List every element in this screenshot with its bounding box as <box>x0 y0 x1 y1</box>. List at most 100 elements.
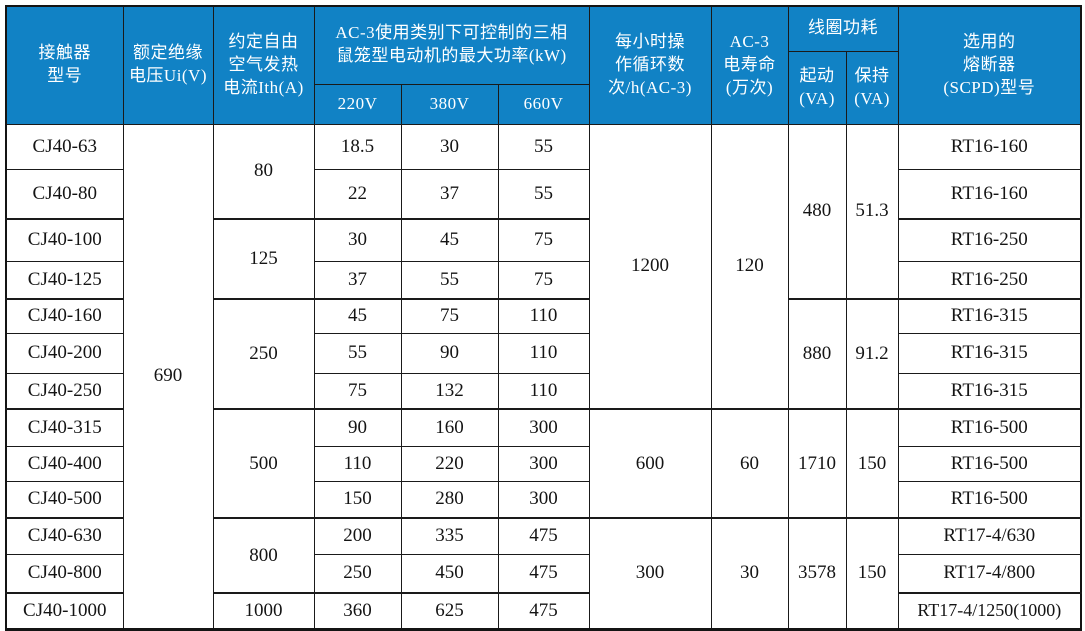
header-coil-start-va: 起动 (VA) <box>787 50 847 125</box>
cell-model: CJ40-250 <box>5 372 124 410</box>
table-row: CJ40-400 110 220 300 RT16-500 <box>5 445 1082 482</box>
table-row: CJ40-800 250 450 475 RT17-4/800 <box>5 553 1082 594</box>
cell-power-220: 110 <box>313 445 402 482</box>
cell-fuse: RT16-500 <box>897 408 1082 447</box>
cell-power-660: 475 <box>497 592 590 630</box>
cell-fuse: RT16-315 <box>897 372 1082 410</box>
cell-coil-hold: 91.2 <box>845 298 899 410</box>
table-row: CJ40-315 500 90 160 300 600 60 1710 150 … <box>5 408 1082 519</box>
cell-model: CJ40-63 <box>5 123 124 170</box>
cell-power-380: 30 <box>400 123 499 170</box>
cell-power-660: 300 <box>497 480 590 519</box>
cell-cycles: 1200 <box>588 123 712 410</box>
header-ac3-power-group: AC-3使用类别下可控制的三相 鼠笼型电动机的最大功率(kW) <box>313 5 590 85</box>
cell-power-220: 90 <box>313 408 402 447</box>
header-fuse-type: 选用的 熔断器 (SCPD)型号 <box>897 5 1082 125</box>
cell-power-380: 220 <box>400 445 499 482</box>
cell-power-220: 37 <box>313 260 402 300</box>
cell-power-380: 45 <box>400 218 499 262</box>
table-row: CJ40-250 75 132 110 RT16-315 <box>5 372 1082 410</box>
cell-power-220: 360 <box>313 592 402 630</box>
cell-power-220: 18.5 <box>313 123 402 170</box>
cell-rated-voltage: 690 <box>122 123 214 630</box>
cell-cycles: 600 <box>588 408 712 519</box>
cell-power-660: 475 <box>497 517 590 555</box>
cell-power-220: 150 <box>313 480 402 519</box>
cell-coil-start: 3578 <box>787 517 847 630</box>
cell-life: 30 <box>710 517 789 630</box>
cell-fuse: RT16-250 <box>897 218 1082 262</box>
cell-thermal-current: 80 <box>212 123 315 220</box>
cell-model: CJ40-160 <box>5 298 124 334</box>
table-row: CJ40-160 250 45 75 110 880 91.2 RT16-315 <box>5 298 1082 410</box>
cell-power-660: 55 <box>497 123 590 170</box>
cell-life: 60 <box>710 408 789 519</box>
cell-model: CJ40-630 <box>5 517 124 555</box>
cell-model: CJ40-315 <box>5 408 124 447</box>
cell-power-220: 30 <box>313 218 402 262</box>
table-row: CJ40-80 22 37 55 RT16-160 <box>5 168 1082 220</box>
cell-model: CJ40-100 <box>5 218 124 262</box>
table-row: CJ40-1000 1000 360 625 475 RT17-4/1250(1… <box>5 592 1082 630</box>
cell-power-220: 75 <box>313 372 402 410</box>
cell-fuse: RT16-160 <box>897 123 1082 170</box>
cell-life: 120 <box>710 123 789 410</box>
cell-power-380: 75 <box>400 298 499 334</box>
cell-coil-hold: 150 <box>845 408 899 519</box>
cell-model: CJ40-200 <box>5 332 124 374</box>
cell-power-380: 132 <box>400 372 499 410</box>
cell-thermal-current: 125 <box>212 218 315 300</box>
header-cycles-per-hour: 每小时操 作循环数 次/h(AC-3) <box>588 5 712 125</box>
cell-power-660: 475 <box>497 553 590 594</box>
header-ac3-life: AC-3 电寿命 (万次) <box>710 5 789 125</box>
cell-power-380: 37 <box>400 168 499 220</box>
table-row: CJ40-500 150 280 300 RT16-500 <box>5 480 1082 519</box>
table-row: CJ40-200 55 90 110 RT16-315 <box>5 332 1082 374</box>
header-coil-power-group: 线圈功耗 <box>787 5 899 52</box>
cell-power-220: 200 <box>313 517 402 555</box>
table-body: CJ40-63 690 80 18.5 30 55 1200 120 480 5… <box>5 123 1082 630</box>
cell-power-380: 55 <box>400 260 499 300</box>
header-rated-voltage: 额定绝缘 电压Ui(V) <box>122 5 214 125</box>
cell-power-220: 55 <box>313 332 402 374</box>
cell-power-660: 110 <box>497 298 590 334</box>
cell-power-220: 250 <box>313 553 402 594</box>
cell-power-380: 625 <box>400 592 499 630</box>
cell-cycles: 300 <box>588 517 712 630</box>
cell-fuse: RT17-4/630 <box>897 517 1082 555</box>
cell-fuse: RT16-315 <box>897 332 1082 374</box>
cell-power-660: 300 <box>497 445 590 482</box>
cell-thermal-current: 1000 <box>212 592 315 630</box>
cell-fuse: RT17-4/800 <box>897 553 1082 594</box>
cell-power-660: 110 <box>497 332 590 374</box>
cell-fuse: RT16-500 <box>897 480 1082 519</box>
cell-power-380: 335 <box>400 517 499 555</box>
cell-power-380: 160 <box>400 408 499 447</box>
cell-fuse: RT16-500 <box>897 445 1082 482</box>
cell-thermal-current: 500 <box>212 408 315 519</box>
cell-power-380: 280 <box>400 480 499 519</box>
table-row: CJ40-125 37 55 75 RT16-250 <box>5 260 1082 300</box>
cell-coil-hold: 51.3 <box>845 123 899 300</box>
table-header: 接触器 型号 额定绝缘 电压Ui(V) 约定自由 空气发热 电流Ith(A) A… <box>5 5 1082 125</box>
cell-thermal-current: 800 <box>212 517 315 594</box>
cell-model: CJ40-400 <box>5 445 124 482</box>
header-thermal-current: 约定自由 空气发热 电流Ith(A) <box>212 5 315 125</box>
cell-power-660: 300 <box>497 408 590 447</box>
cell-fuse: RT16-315 <box>897 298 1082 334</box>
cell-coil-hold: 150 <box>845 517 899 630</box>
cell-model: CJ40-1000 <box>5 592 124 630</box>
table-row: CJ40-100 125 30 45 75 RT16-250 <box>5 218 1082 300</box>
cell-model: CJ40-800 <box>5 553 124 594</box>
cell-power-660: 75 <box>497 218 590 262</box>
cell-coil-start: 480 <box>787 123 847 300</box>
cell-power-220: 45 <box>313 298 402 334</box>
cell-coil-start: 1710 <box>787 408 847 519</box>
header-coil-hold-va: 保持 (VA) <box>845 50 899 125</box>
table-row: CJ40-630 800 200 335 475 300 30 3578 150… <box>5 517 1082 630</box>
cell-fuse: RT17-4/1250(1000) <box>897 592 1082 630</box>
header-380v: 380V <box>400 83 499 125</box>
cell-power-380: 90 <box>400 332 499 374</box>
cell-thermal-current: 250 <box>212 298 315 410</box>
